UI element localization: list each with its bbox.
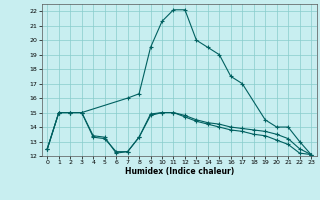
X-axis label: Humidex (Indice chaleur): Humidex (Indice chaleur) bbox=[124, 167, 234, 176]
